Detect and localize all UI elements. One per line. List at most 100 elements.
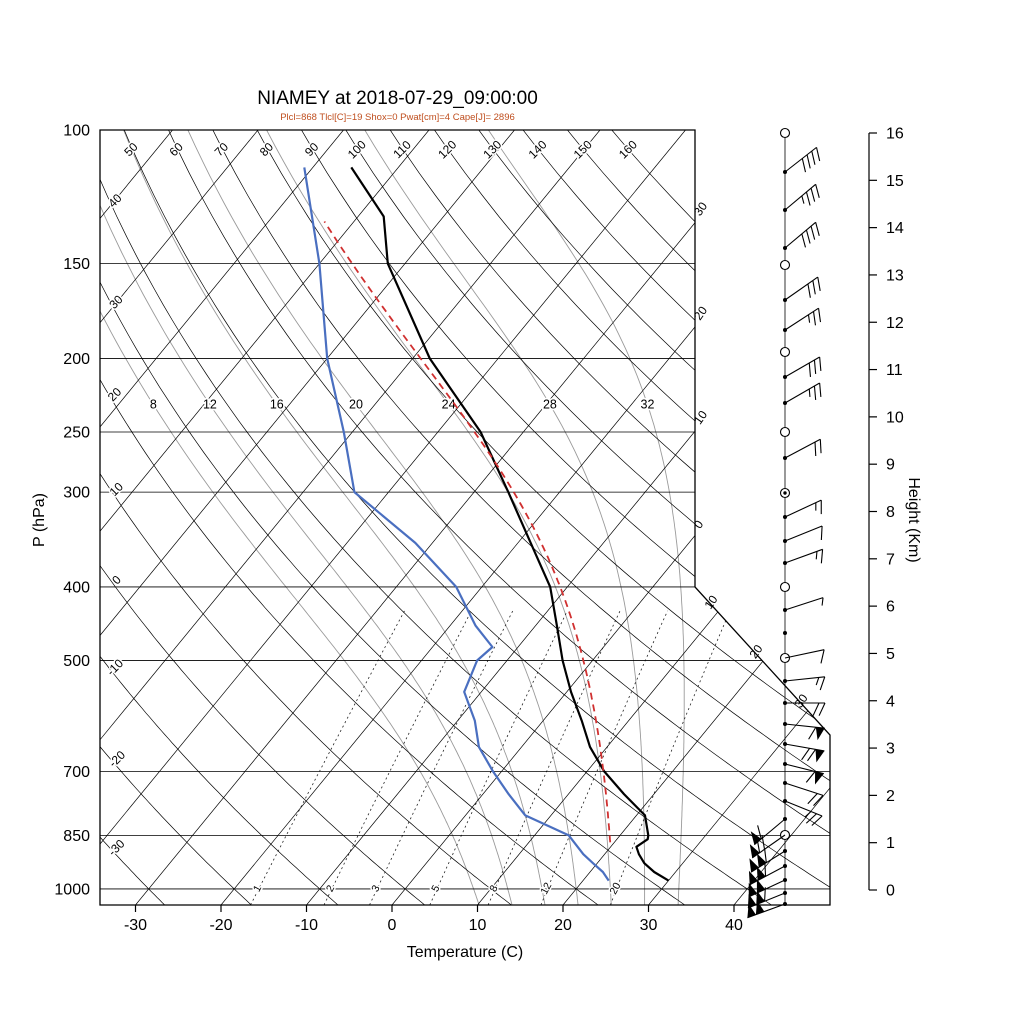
- dry-adiabat-label: -10: [104, 656, 126, 678]
- pressure-tick-label: 1000: [54, 881, 90, 898]
- dry-adiabat-label: 40: [105, 191, 125, 211]
- height-tick-label: 10: [886, 409, 904, 426]
- dry-adiabat-label: -30: [105, 836, 127, 858]
- chart-indices-line: Plcl=868 Tlcl[C]=19 Shox=0 Pwat[cm]=4 Ca…: [280, 112, 515, 123]
- wind-barb-icon: [754, 818, 786, 846]
- height-tick-label: 13: [886, 267, 904, 284]
- pressure-tick-label: 200: [63, 351, 90, 368]
- height-tick-label: 1: [886, 835, 895, 852]
- height-tick-label: 12: [886, 315, 904, 332]
- isobar-lines: [100, 129, 830, 890]
- moist-adiabat-label: 24: [442, 398, 456, 412]
- chart-title: NIAMEY at 2018-07-29_09:00:00: [257, 88, 538, 109]
- dry-adiabat-label: 120: [435, 137, 459, 161]
- mixing-ratio-label: 2: [324, 883, 337, 894]
- wind-barb-icon: [750, 850, 786, 873]
- wind-barb-icon: [784, 221, 816, 249]
- temperature-tick-label: 40: [725, 917, 743, 934]
- pressure-tick-label: 100: [63, 123, 90, 140]
- dry-adiabat-label: 10: [107, 479, 127, 499]
- wind-barb-icon: [784, 676, 825, 682]
- wind-barb-icon: [784, 782, 824, 796]
- isotherm-label: 0: [691, 517, 706, 531]
- height-tick-label: 4: [886, 693, 895, 710]
- moist-adiabat-label: 12: [203, 398, 217, 412]
- height-tick-label: 15: [886, 173, 904, 190]
- wind-barb-icon: [784, 548, 823, 564]
- calm-circle-icon: [779, 581, 791, 593]
- wind-barb-icon: [784, 183, 816, 211]
- wind-barb-icon: [784, 649, 825, 659]
- pressure-tick-label: 300: [63, 485, 90, 502]
- isotherm-label: 20: [746, 642, 765, 661]
- mixing-ratio-label: 1: [251, 883, 264, 894]
- wind-barb-column: [747, 127, 826, 919]
- pressure-tick-label: 500: [63, 653, 90, 670]
- temperature-tick-label: 0: [388, 917, 397, 934]
- dry-adiabat-label: 70: [212, 140, 232, 160]
- wind-barb-icon: [784, 356, 820, 378]
- wind-barb-icon: [784, 525, 823, 542]
- temperature-tick-label: 20: [554, 917, 572, 934]
- height-tick-label: 11: [886, 362, 903, 379]
- mixing-ratio-label: 3: [369, 883, 382, 894]
- height-tick-label: 2: [886, 788, 895, 805]
- temperature-axis-title: Temperature (C): [406, 944, 524, 961]
- height-tick-label: 9: [886, 457, 895, 474]
- pressure-tick-label: 700: [63, 764, 90, 781]
- moist-adiabat-label: 16: [270, 398, 284, 412]
- dry-adiabat-label: 160: [616, 137, 640, 161]
- temperature-tick-label: 30: [640, 917, 658, 934]
- plot-frame: [99, 129, 831, 906]
- height-tick-label: 8: [886, 504, 895, 521]
- pressure-tick-label: 400: [63, 579, 90, 596]
- wind-barb-icon: [784, 276, 819, 301]
- isotherm-label: 30: [792, 691, 811, 710]
- dewpoint-trace: [303, 167, 610, 882]
- calm-circle-icon: [779, 426, 791, 438]
- wind-barb-icon: [784, 597, 824, 611]
- parcel-trace: [323, 221, 612, 843]
- pressure-tick-label: 250: [63, 425, 90, 442]
- wind-barb-icon: [784, 800, 823, 817]
- temperature-trace: [350, 166, 670, 882]
- isotherm-lines: [100, 130, 830, 905]
- dry-adiabat-label: 50: [121, 140, 141, 160]
- wind-barb-icon: [784, 438, 821, 459]
- dry-adiabat-label: 0: [109, 572, 124, 587]
- isotherm-label: 10: [701, 592, 720, 611]
- height-tick-label: 6: [886, 599, 895, 616]
- temperature-tick-label: 10: [469, 917, 487, 934]
- isotherm-label: 20: [691, 303, 710, 322]
- height-tick-label: 14: [886, 220, 904, 237]
- pressure-tick-label: 150: [63, 256, 90, 273]
- dry-adiabat-label: 60: [166, 140, 186, 160]
- wind-barb-icon: [784, 499, 822, 518]
- moist-adiabat-label: 20: [349, 398, 363, 412]
- moist-adiabat-label: 8: [150, 398, 157, 412]
- calm-circle-icon: [779, 259, 791, 271]
- moist-adiabat-label: 32: [641, 398, 655, 412]
- wind-barb-icon: [784, 382, 820, 404]
- height-tick-label: 0: [886, 883, 895, 900]
- calm-circle-icon: [779, 346, 791, 358]
- moist-adiabat-label: 28: [543, 398, 557, 412]
- dry-adiabat-lines: [100, 130, 830, 905]
- temperature-tick-label: -30: [124, 917, 147, 934]
- dry-adiabat-label: -20: [106, 748, 128, 770]
- dry-adiabat-label: 90: [302, 140, 322, 160]
- mixing-ratio-label: 5: [429, 883, 442, 894]
- temperature-tick-label: -10: [295, 917, 318, 934]
- dry-adiabat-label: 130: [480, 137, 504, 161]
- height-tick-label: 3: [886, 741, 895, 758]
- isotherm-label: 30: [691, 199, 710, 218]
- wind-barb-icon: [749, 865, 786, 886]
- temperature-tick-label: -20: [209, 917, 232, 934]
- height-tick-label: 16: [886, 126, 904, 143]
- grid-labels: 50 60 70 80 90 100 110 120 130 140 150 160403020100…: [102, 136, 811, 898]
- dry-adiabat-label: 140: [526, 137, 550, 161]
- height-tick-label: 7: [886, 551, 895, 568]
